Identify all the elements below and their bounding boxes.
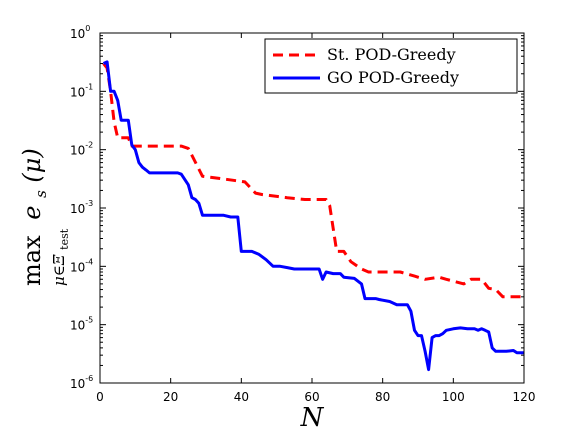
series-line-1 — [102, 62, 524, 299]
y-label-under-sub: test — [58, 228, 71, 250]
y-label-max: max — [18, 235, 46, 286]
y-tick-label: 10-6 — [70, 374, 93, 391]
y-tick-label: 100 — [70, 24, 90, 41]
y-label-func: e — [18, 206, 46, 220]
legend-box — [264, 38, 518, 94]
legend-label-2: GO POD-Greedy — [327, 68, 459, 87]
y-label-under: μ∈Ξ — [50, 254, 68, 286]
series-layer — [102, 60, 524, 372]
x-tick-label: 20 — [163, 390, 178, 404]
x-tick-label: 100 — [442, 390, 465, 404]
y-tick-label: 10-1 — [70, 82, 93, 99]
svg-text:μ∈Ξ test: μ∈Ξ test — [50, 228, 71, 286]
y-tick-label: 10-5 — [70, 316, 93, 333]
legend-label-1: St. POD-Greedy — [327, 45, 456, 64]
x-tick-label: 40 — [234, 390, 249, 404]
x-axis-label: N — [300, 403, 325, 433]
y-tick-label: 10-4 — [70, 257, 93, 274]
svg-text:max e s (μ): max e s (μ) — [18, 148, 52, 286]
x-tick-label: 60 — [304, 390, 319, 404]
x-axis-ticks: 0 20 40 60 80 100 120 — [96, 33, 535, 404]
x-tick-label: 120 — [513, 390, 536, 404]
y-label-func-sub: s — [32, 190, 50, 198]
y-axis-label: max e s (μ) μ∈Ξ test — [18, 148, 71, 286]
x-tick-label: 80 — [375, 390, 390, 404]
y-axis-ticks: 100 10-1 10-2 10-3 10-4 10-5 10-6 — [70, 24, 524, 391]
y-tick-label: 10-3 — [70, 199, 93, 216]
y-label-arg: (μ) — [18, 148, 46, 182]
series-line-2 — [102, 60, 524, 372]
legend: St. POD-Greedy GO POD-Greedy — [264, 38, 518, 94]
y-tick-label: 10-2 — [70, 141, 93, 158]
x-tick-label: 0 — [96, 390, 104, 404]
